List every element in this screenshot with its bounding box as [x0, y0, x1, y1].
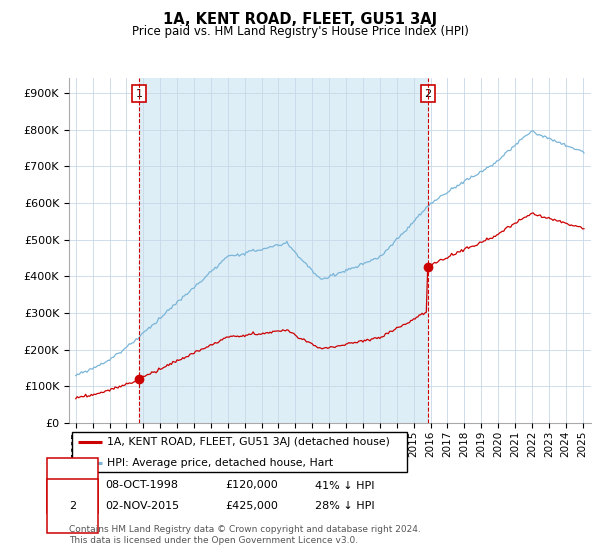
Text: 41% ↓ HPI: 41% ↓ HPI: [315, 480, 374, 491]
Text: 1: 1: [136, 88, 143, 99]
Text: 28% ↓ HPI: 28% ↓ HPI: [315, 501, 374, 511]
Text: £120,000: £120,000: [225, 480, 278, 491]
Text: 2: 2: [69, 501, 76, 511]
Text: 1A, KENT ROAD, FLEET, GU51 3AJ: 1A, KENT ROAD, FLEET, GU51 3AJ: [163, 12, 437, 27]
Text: Contains HM Land Registry data © Crown copyright and database right 2024.
This d: Contains HM Land Registry data © Crown c…: [69, 525, 421, 545]
Text: 1A, KENT ROAD, FLEET, GU51 3AJ (detached house): 1A, KENT ROAD, FLEET, GU51 3AJ (detached…: [107, 437, 390, 447]
FancyBboxPatch shape: [73, 432, 407, 473]
Text: Price paid vs. HM Land Registry's House Price Index (HPI): Price paid vs. HM Land Registry's House …: [131, 25, 469, 38]
Text: 08-OCT-1998: 08-OCT-1998: [105, 480, 178, 491]
Text: 2: 2: [424, 88, 431, 99]
Text: £425,000: £425,000: [225, 501, 278, 511]
Bar: [139, 78, 428, 423]
Text: HPI: Average price, detached house, Hart: HPI: Average price, detached house, Hart: [107, 458, 333, 468]
Text: 1: 1: [69, 480, 76, 491]
Text: 02-NOV-2015: 02-NOV-2015: [105, 501, 179, 511]
